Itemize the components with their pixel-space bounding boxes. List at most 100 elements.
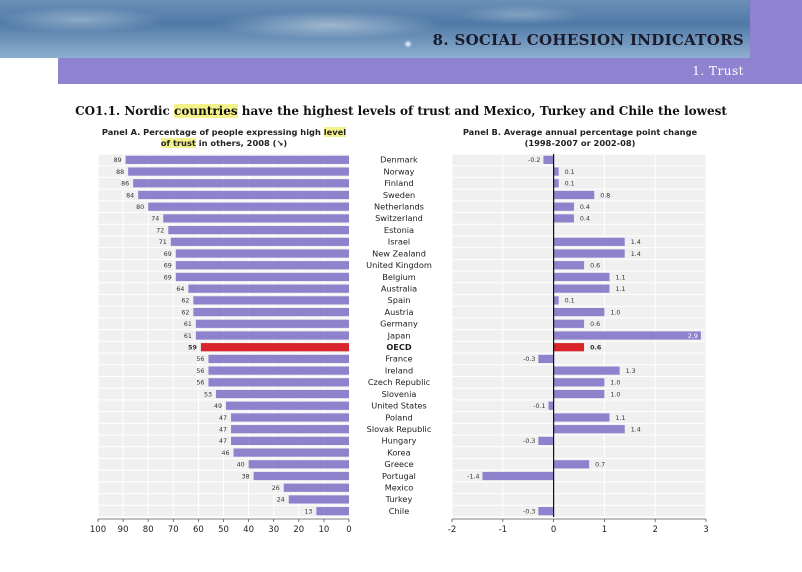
panel-b-data-label: -0.3 bbox=[523, 356, 535, 363]
category-label: New Zealand bbox=[372, 248, 426, 258]
panel-a-data-label: 49 bbox=[214, 403, 222, 410]
panel-a-bar bbox=[125, 155, 349, 164]
panel-a-bar bbox=[188, 284, 349, 293]
panel-a-bar bbox=[231, 413, 349, 422]
panel-b-bar bbox=[553, 202, 574, 211]
panel-a-bar bbox=[316, 507, 349, 516]
panel-b-data-label: 0.6 bbox=[590, 345, 602, 352]
panel-a-bar bbox=[175, 272, 349, 282]
panel-a-tick-label: 70 bbox=[168, 525, 179, 535]
category-label: Ireland bbox=[385, 365, 413, 375]
panel-a-data-label: 56 bbox=[196, 368, 204, 375]
category-label: Finland bbox=[384, 178, 413, 188]
panel-b-data-label: 1.4 bbox=[631, 239, 641, 246]
panel-b-data-label: 0.6 bbox=[590, 321, 600, 328]
panel-a-data-label: 88 bbox=[116, 169, 124, 176]
panel-a-title-line2b: in others, 2008 (↘) bbox=[195, 138, 288, 148]
panel-a-tick-label: 50 bbox=[218, 525, 229, 535]
panel-a-data-label: 47 bbox=[219, 415, 227, 422]
category-label: Korea bbox=[387, 447, 410, 457]
panel-b-title: Panel B. Average annual percentage point… bbox=[452, 127, 708, 149]
panel-a-bar bbox=[133, 179, 349, 188]
panel-b-data-label: 1.0 bbox=[610, 391, 620, 398]
panel-a-bar bbox=[283, 483, 349, 492]
category-label: Germany bbox=[380, 319, 418, 329]
panel-b-data-label: -0.3 bbox=[523, 508, 535, 515]
panel-a-bar bbox=[148, 202, 349, 211]
panel-b-bar bbox=[553, 331, 701, 340]
panel-a-bar bbox=[175, 261, 349, 270]
panel-b-tick-label: -1 bbox=[499, 525, 507, 535]
panel-a-data-label: 64 bbox=[176, 286, 184, 293]
panel-a-bar bbox=[231, 425, 349, 434]
category-label: Poland bbox=[385, 412, 412, 422]
panel-a-tick-label: 10 bbox=[318, 525, 329, 535]
panel-b-bar bbox=[553, 413, 610, 422]
panel-b-bar bbox=[553, 190, 595, 200]
panel-b-data-label: 1.1 bbox=[615, 415, 625, 422]
category-label: Netherlands bbox=[374, 201, 424, 211]
panel-a-bar bbox=[253, 471, 349, 481]
panel-a-data-label: 71 bbox=[159, 239, 167, 246]
header-banner: 8. SOCIAL COHESION INDICATORS 1. Trust bbox=[0, 0, 802, 84]
panel-a-tick-label: 80 bbox=[143, 525, 154, 535]
panel-b-data-label: 0.7 bbox=[595, 462, 605, 469]
panel-b-bar bbox=[543, 155, 554, 164]
panel-b-bar bbox=[553, 167, 559, 176]
panel-a-data-label: 72 bbox=[156, 227, 164, 234]
panel-b-bar bbox=[553, 179, 559, 188]
panel-a-bar bbox=[170, 237, 349, 246]
category-label: OECD bbox=[386, 342, 412, 352]
panel-a-tick-label: 90 bbox=[118, 525, 129, 535]
panel-a-data-label: 61 bbox=[184, 321, 192, 328]
panel-b-title-line2: (1998-2007 or 2002-08) bbox=[524, 138, 636, 148]
panel-a-title-line1-highlight: level bbox=[323, 127, 347, 137]
panel-a-data-label: 24 bbox=[277, 497, 285, 504]
panel-b-data-label: -0.3 bbox=[523, 438, 535, 445]
panel-b-bar bbox=[553, 296, 559, 305]
subsection-bar: 1. Trust bbox=[58, 58, 802, 84]
panel-a-bar bbox=[193, 307, 349, 317]
category-label: Switzerland bbox=[375, 213, 423, 223]
panel-b-bar bbox=[553, 378, 605, 387]
panel-b-data-label: -0.2 bbox=[528, 157, 540, 164]
panel-b-data-label: 0.4 bbox=[580, 216, 590, 223]
category-label: United Kingdom bbox=[366, 260, 432, 270]
section-title: 8. SOCIAL COHESION INDICATORS bbox=[432, 31, 744, 49]
panel-a-bar bbox=[163, 214, 349, 223]
panel-b-tick-label: 2 bbox=[652, 525, 657, 535]
panel-a-bar bbox=[208, 378, 349, 387]
panel-b-data-label: 0.6 bbox=[590, 263, 600, 270]
figure-title-suffix: have the highest levels of trust and Mex… bbox=[237, 104, 727, 118]
figure-title: CO1.1. Nordic countries have the highest… bbox=[0, 104, 802, 118]
panel-b-title-line1: Panel B. Average annual percentage point… bbox=[462, 127, 698, 137]
panel-a-data-label: 13 bbox=[304, 508, 312, 515]
panel-a-title: Panel A. Percentage of people expressing… bbox=[98, 127, 350, 149]
category-label: Czech Republic bbox=[368, 377, 430, 387]
panel-a-bar bbox=[168, 226, 349, 235]
category-label: Spain bbox=[388, 295, 411, 305]
panel-a-bar bbox=[226, 401, 349, 410]
panel-a-tick-label: 40 bbox=[243, 525, 254, 535]
category-label: Australia bbox=[381, 283, 417, 293]
category-label: Turkey bbox=[385, 494, 413, 504]
panel-b-data-label: 1.0 bbox=[610, 309, 620, 316]
panel-a-data-label: 62 bbox=[181, 309, 189, 316]
panel-b-bar bbox=[553, 389, 605, 399]
header-photo bbox=[0, 0, 750, 58]
panel-a-data-label: 46 bbox=[222, 450, 230, 457]
category-label: Slovak Republic bbox=[367, 424, 432, 434]
panel-a-tick-label: 100 bbox=[90, 525, 106, 535]
panel-a-data-label: 47 bbox=[219, 438, 227, 445]
panel-a-bar bbox=[208, 366, 349, 375]
panel-b-bar bbox=[553, 249, 625, 258]
panel-a-tick-label: 20 bbox=[293, 525, 304, 535]
category-label: United States bbox=[371, 401, 426, 411]
panel-b-bar bbox=[553, 214, 574, 223]
panel-a-data-label: 38 bbox=[242, 473, 250, 480]
panel-a-bar bbox=[215, 389, 349, 399]
panel-a-data-label: 53 bbox=[204, 391, 212, 398]
panel-b-bar bbox=[553, 272, 610, 282]
panel-b-bar bbox=[553, 319, 585, 328]
